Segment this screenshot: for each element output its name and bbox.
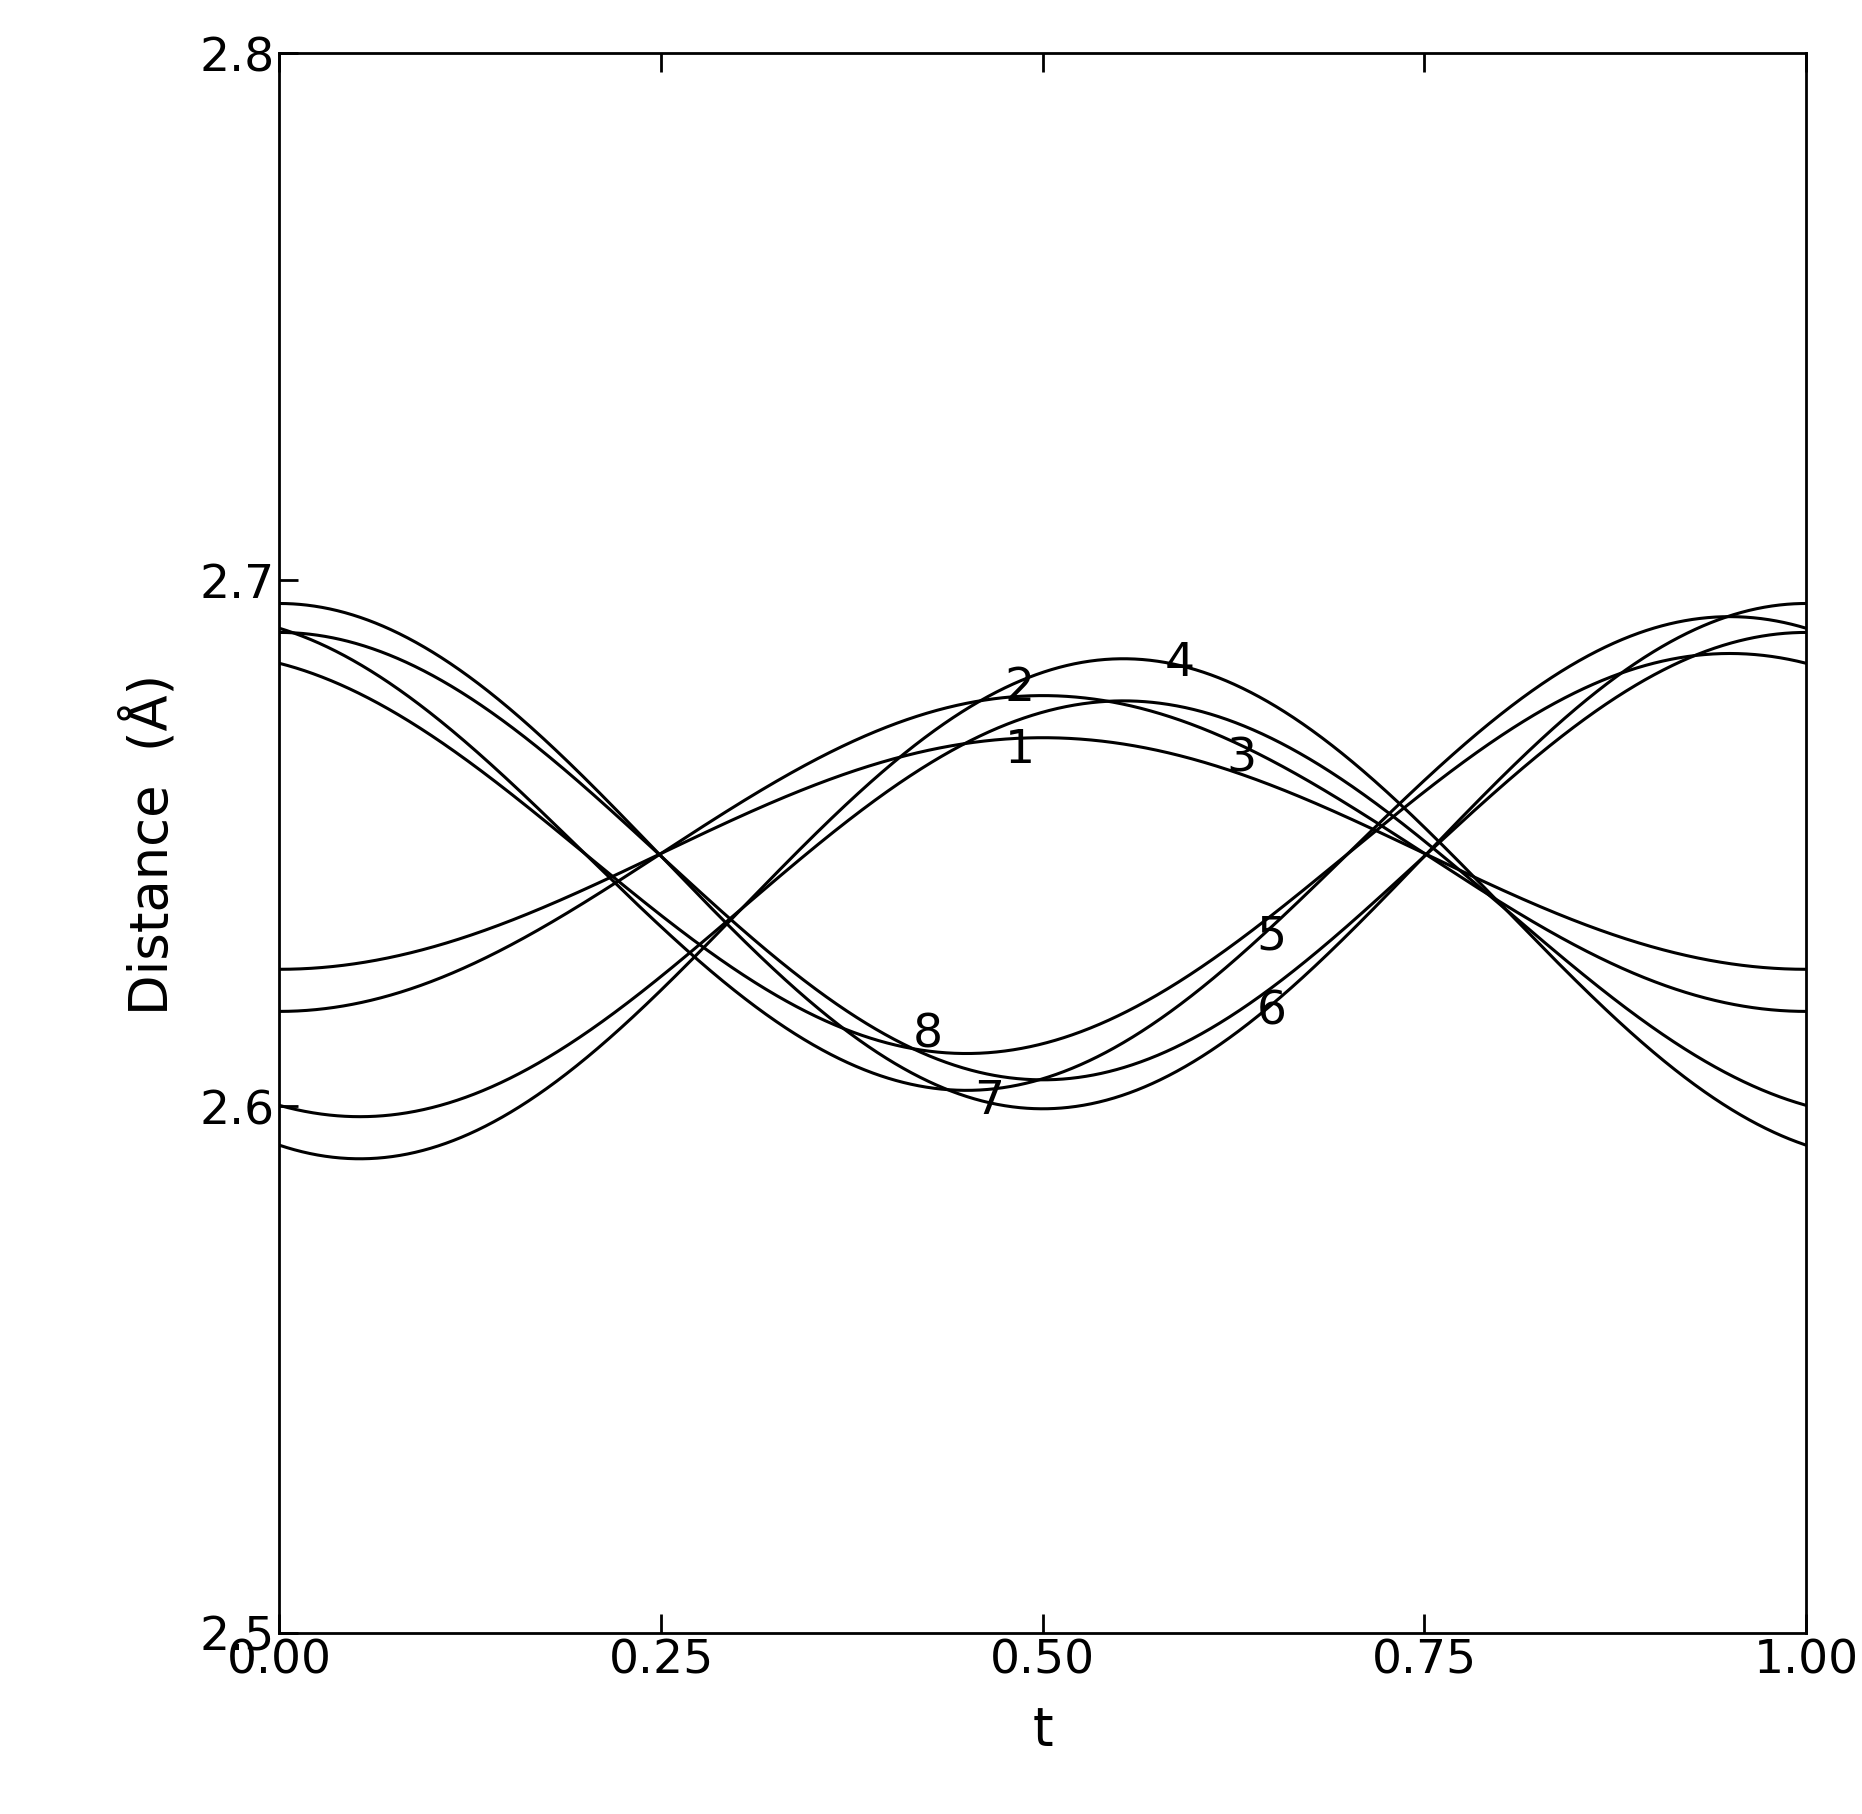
Text: 1: 1 — [1005, 727, 1035, 773]
Text: 6: 6 — [1257, 989, 1287, 1034]
Text: 5: 5 — [1257, 914, 1287, 960]
Text: 2: 2 — [1005, 666, 1035, 711]
Text: 4: 4 — [1166, 640, 1195, 686]
Text: 8: 8 — [912, 1012, 944, 1058]
X-axis label: t: t — [1032, 1703, 1054, 1756]
Y-axis label: Distance  (Å): Distance (Å) — [121, 673, 179, 1014]
Text: 3: 3 — [1227, 736, 1257, 782]
Text: 7: 7 — [974, 1079, 1004, 1123]
